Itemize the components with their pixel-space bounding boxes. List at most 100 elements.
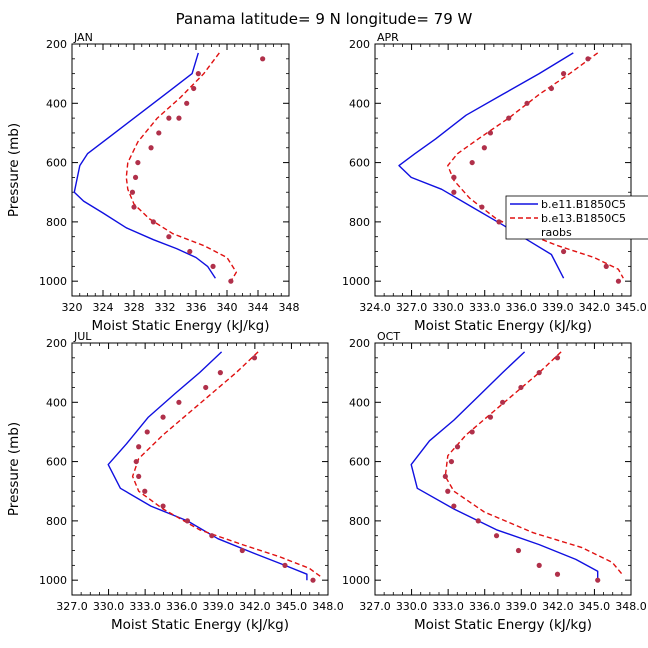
obs-point [469,429,475,435]
x-tick-label: 348.0 [312,600,344,613]
obs-point [536,370,542,376]
obs-point [524,100,530,106]
series-line-model1 [398,52,574,279]
obs-point [496,219,502,225]
legend: b.e11.B1850C5 b.e13.B1850C5 raobs [505,195,648,240]
x-tick-label: 342.0 [579,301,611,314]
panels: JAN 320 324 328 332 336 340 344 348 200 400 600 800 1… [6,31,647,633]
obs-point [585,56,591,62]
x-tick-label: 336.0 [166,600,198,613]
obs-point [310,577,316,583]
obs-point [251,355,258,361]
x-tick-label: 340 [217,301,238,314]
x-axis-label: Moist Static Energy (kJ/kg) [111,617,289,633]
y-tick-label: 400 [349,97,370,110]
obs-point [191,85,197,92]
obs-point [487,414,494,420]
obs-point [515,547,522,554]
y-tick-label: 800 [349,515,370,528]
y-tick-label: 1000 [342,275,370,288]
x-tick-label: 332 [155,301,176,314]
y-tick-label: 800 [46,216,67,229]
obs-point [166,115,172,121]
obs-point [595,577,601,583]
x-tick-label: 327.0 [396,301,428,314]
x-tick-label: 345.0 [615,301,647,314]
x-tick-label: 327.0 [56,600,88,613]
obs-point [131,204,137,210]
obs-point [451,174,457,181]
x-tick-label: 336.0 [469,600,501,613]
obs-point [144,429,150,435]
x-tick-label: 330.0 [432,301,464,314]
obs-point [166,234,172,240]
y-axis-label: Pressure (mb) [6,123,22,217]
obs-point [554,571,561,577]
obs-point [603,263,609,269]
obs-point [136,473,142,480]
x-tick-label: 320 [62,301,83,314]
y-tick-label: 1000 [39,574,67,587]
obs-point [228,278,234,284]
x-axis-label: Moist Static Energy (kJ/kg) [414,617,592,633]
data-layer [398,52,624,284]
obs-point [160,503,166,509]
x-tick-label: 328 [124,301,145,314]
x-tick-label: 345.0 [579,600,611,613]
obs-point [518,384,524,391]
series-line-model1 [73,52,216,279]
x-tick-label: 327.0 [359,600,391,613]
y-tick-label: 600 [46,456,67,469]
obs-point [150,219,156,225]
obs-point [282,562,288,568]
data-layer [73,52,266,284]
y-tick-label: 1000 [342,574,370,587]
legend-label-model2: b.e13.B1850C5 [541,212,626,225]
obs-point [500,399,506,405]
obs-point [210,263,216,269]
obs-point [135,159,141,166]
obs-point [176,115,182,121]
x-tick-label: 333.0 [129,600,161,613]
obs-point [506,115,512,121]
y-tick-label: 400 [46,97,67,110]
obs-point [260,56,266,62]
x-tick-label: 342.0 [239,600,271,613]
obs-point [615,278,622,284]
x-tick-label: 339.0 [542,301,574,314]
obs-point [479,204,485,210]
panel-label: JUL [73,330,92,343]
figure-title: Panama latitude= 9 N longitude= 79 W [176,10,473,28]
obs-point [148,145,154,151]
obs-point [176,399,182,405]
panel-apr: APR 324.0 327.0 330.0 333.0 336.0 339.0 342.0 34… [342,31,647,334]
obs-point [560,248,567,255]
obs-point [481,145,487,151]
obs-point [195,71,201,77]
y-axis-label: Pressure (mb) [6,422,22,516]
panel-oct: OCT 327.0 330.0 333.0 336.0 339.0 342.0 345.0 34… [342,330,647,633]
obs-point [445,488,451,494]
obs-point [454,444,461,450]
series-line-model2 [125,52,238,282]
x-tick-label: 330.0 [396,600,428,613]
x-tick-label: 348.0 [615,600,647,613]
x-tick-label: 344 [248,301,269,314]
x-tick-label: 342.0 [542,600,574,613]
x-tick-label: 324.0 [359,301,391,314]
panel-label: JAN [73,31,93,44]
y-tick-label: 600 [349,456,370,469]
series-line-model2 [131,351,322,578]
x-tick-label: 330.0 [93,600,125,613]
x-axis-label: Moist Static Energy (kJ/kg) [414,318,592,334]
x-tick-label: 339.0 [203,600,235,613]
obs-point [548,85,554,92]
x-axis-label: Moist Static Energy (kJ/kg) [92,318,270,334]
obs-point [560,71,567,77]
obs-point [136,444,142,450]
obs-point [156,130,162,136]
series-line-model1 [107,351,308,581]
obs-point [239,547,245,554]
y-tick-label: 200 [46,337,67,350]
